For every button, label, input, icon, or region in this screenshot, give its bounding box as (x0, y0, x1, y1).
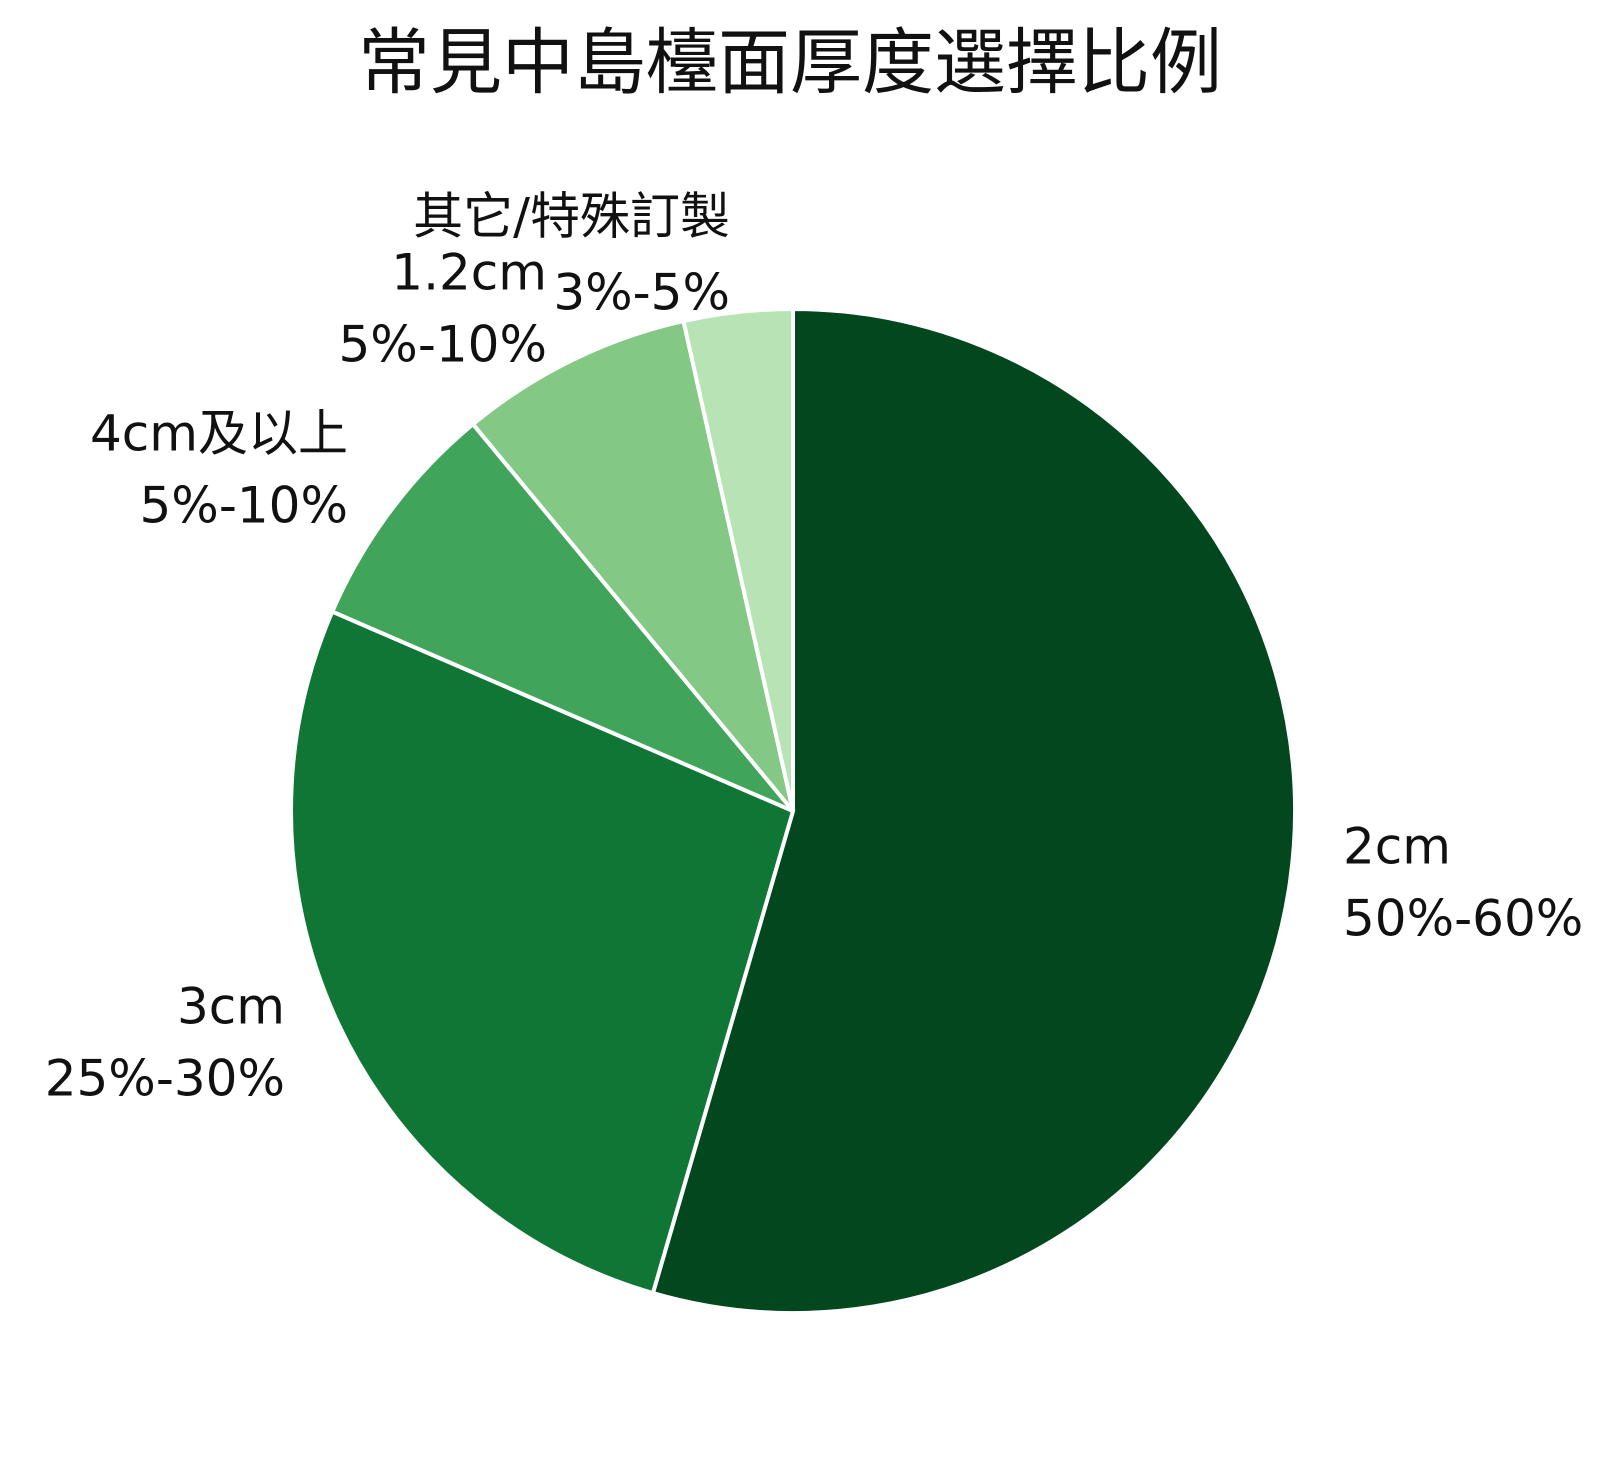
pie-slice (470, 318, 795, 813)
slice-label: 3cm (177, 978, 285, 1036)
chart-title: 常見中島檯面厚度選擇比例 (358, 21, 1222, 105)
pie-slice (681, 306, 795, 812)
slice-label: 1.2cm (391, 244, 547, 302)
slice-range: 5%-10% (339, 316, 548, 374)
slice-label: 其它/特殊訂製 (413, 188, 730, 246)
slice-range: 25%-30% (45, 1050, 285, 1108)
slice-label: 4cm及以上 (90, 405, 348, 463)
slice-label: 2cm (1343, 818, 1451, 876)
pie-slice (329, 421, 795, 813)
slice-range: 50%-60% (1343, 890, 1583, 948)
pie-slice (289, 609, 796, 1296)
slice-range: 3%-5% (553, 264, 730, 322)
slice-range: 5%-10% (140, 477, 349, 535)
pie-slice (650, 306, 1297, 1315)
